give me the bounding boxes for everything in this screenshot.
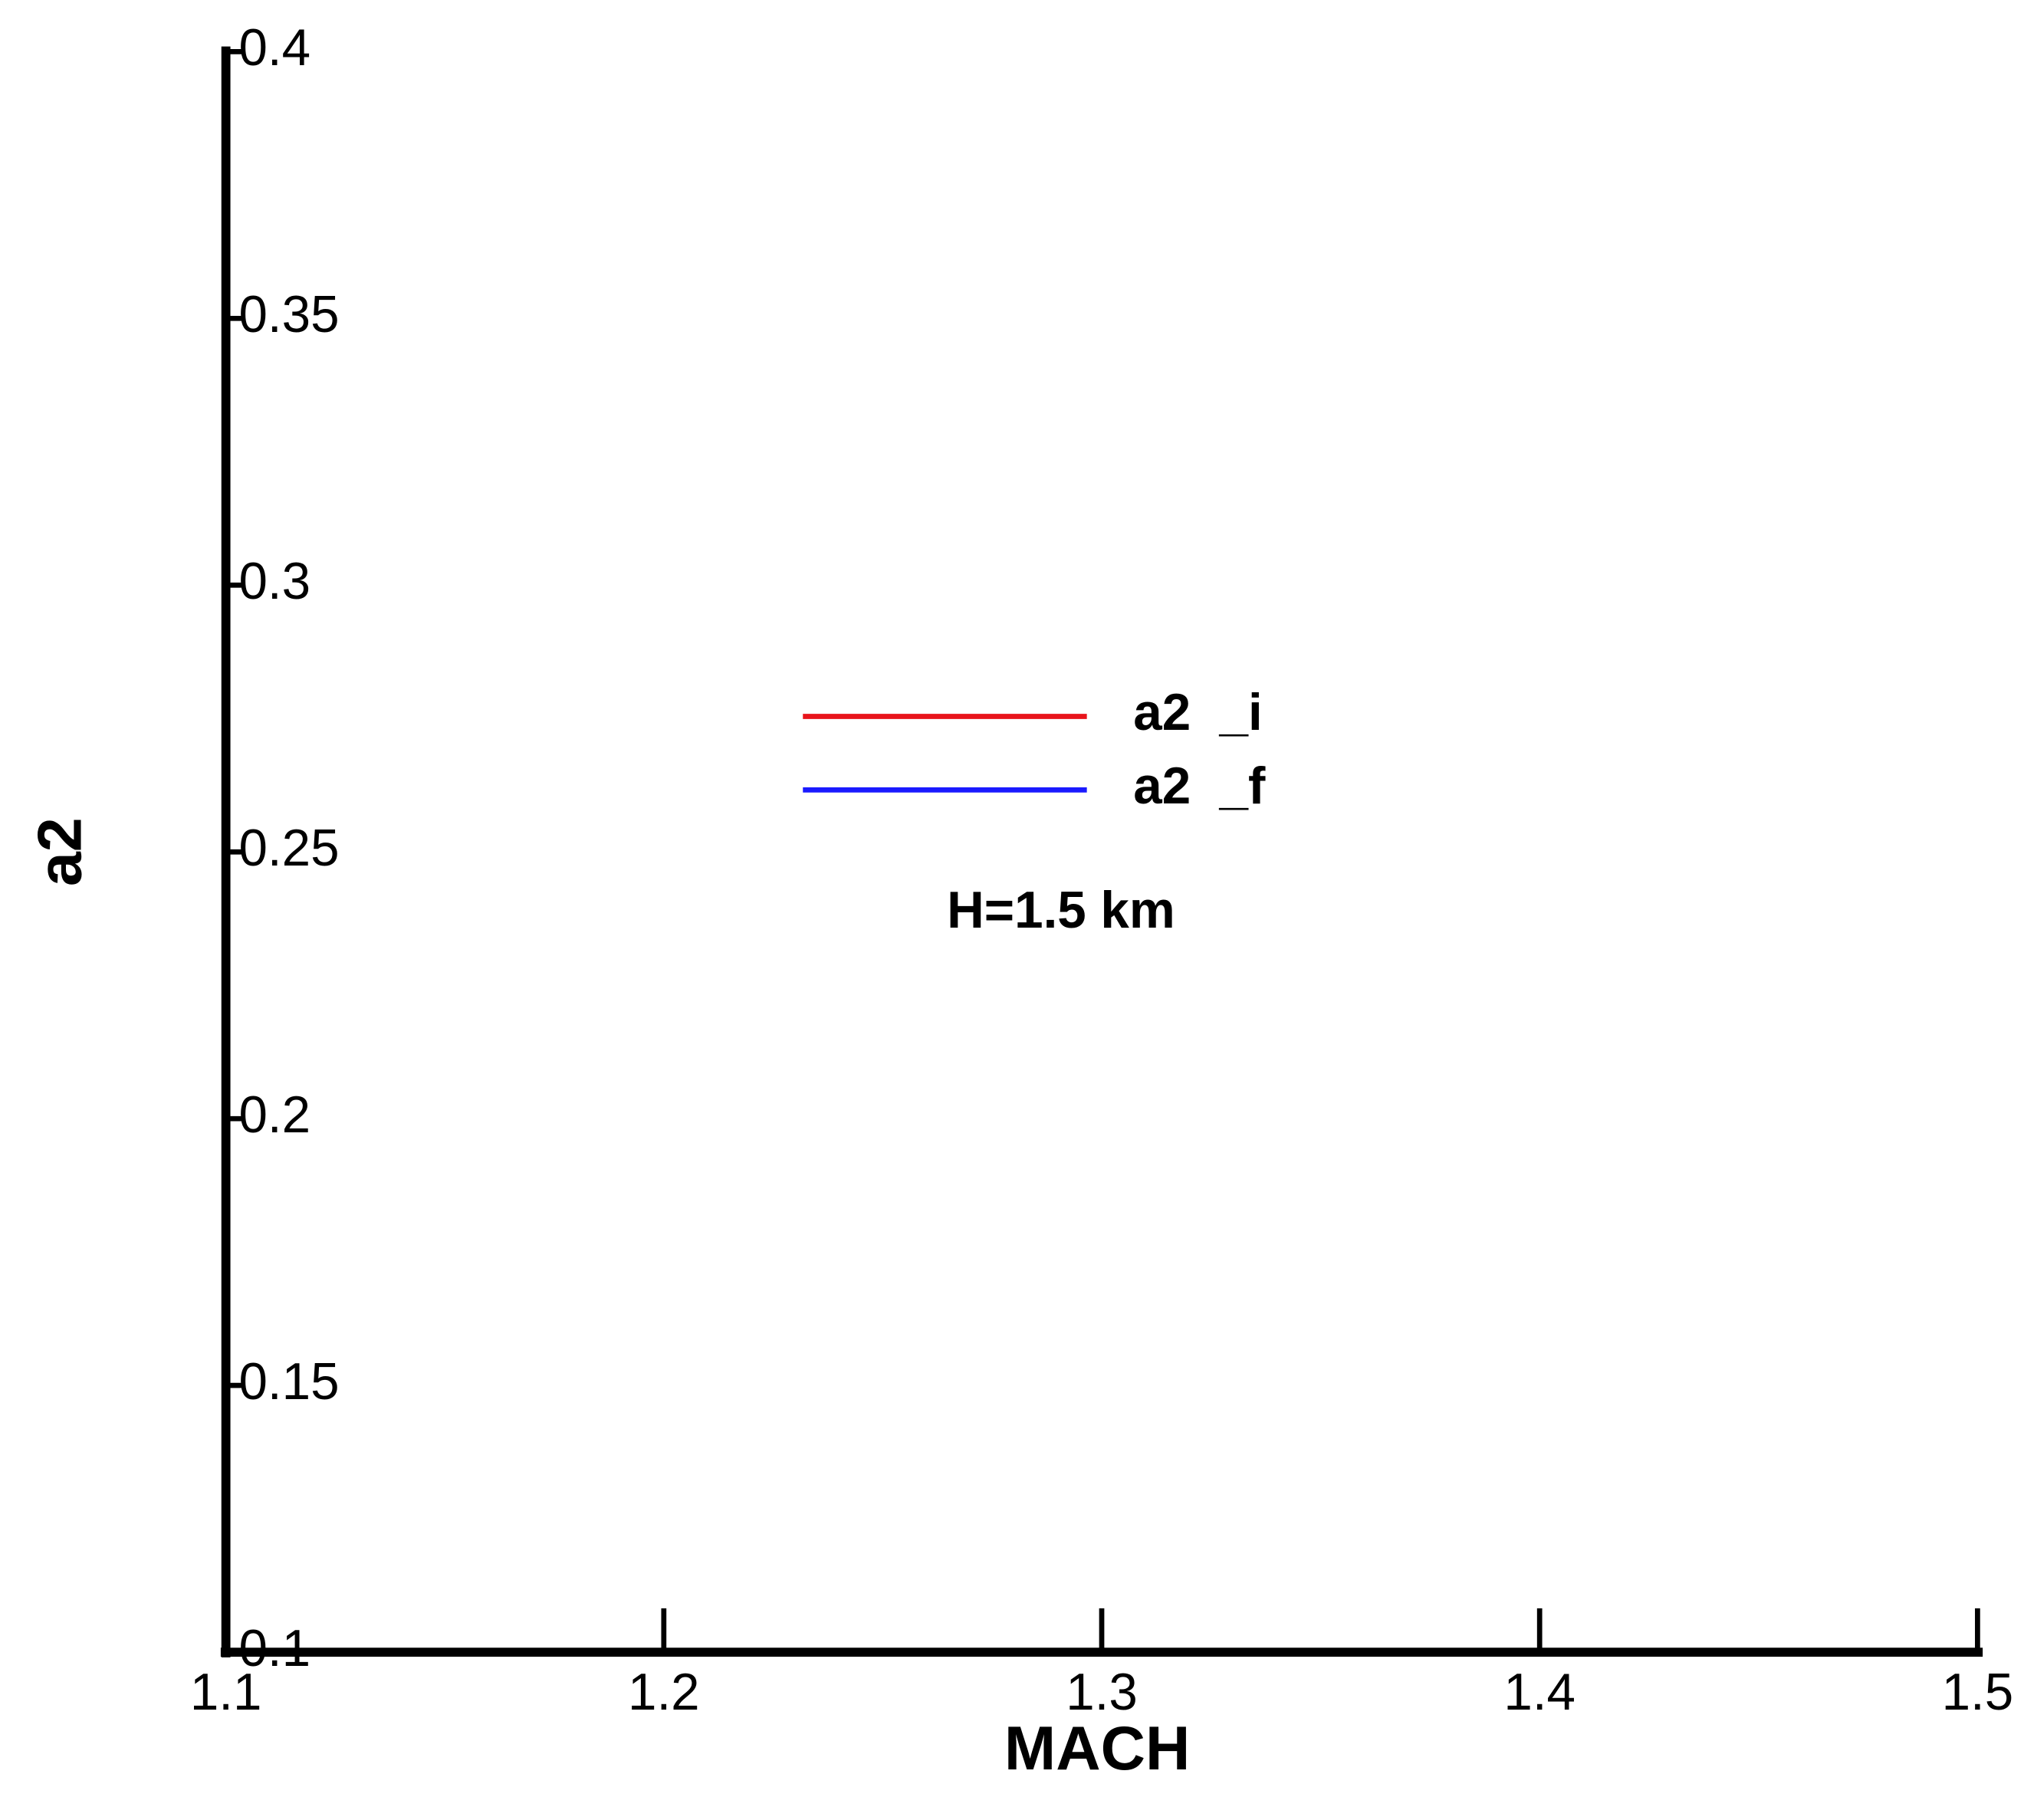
y-tick-label: 0.15 [238, 1353, 339, 1411]
y-tick-label: 0.35 [238, 286, 339, 343]
legend-label: a2 _f [1133, 757, 1266, 815]
y-tick-label: 0.3 [238, 553, 310, 610]
x-tick-label: 1.3 [1066, 1664, 1138, 1721]
y-tick-label: 0.2 [238, 1086, 310, 1144]
legend-label: a2 _i [1133, 684, 1262, 741]
y-tick-label: 0.4 [238, 19, 310, 77]
y-tick-label: 0.25 [238, 820, 339, 877]
y-axis-label: a2 [26, 817, 95, 886]
x-tick-label: 1.4 [1503, 1664, 1576, 1721]
x-tick-label: 1.2 [628, 1664, 700, 1721]
x-tick-label: 1.1 [190, 1664, 262, 1721]
y-tick-label: 0.1 [238, 1620, 310, 1677]
annotation: H=1.5 km [947, 882, 1175, 939]
x-tick-label: 1.5 [1942, 1664, 2014, 1721]
x-axis-label: MACH [1004, 1714, 1190, 1783]
